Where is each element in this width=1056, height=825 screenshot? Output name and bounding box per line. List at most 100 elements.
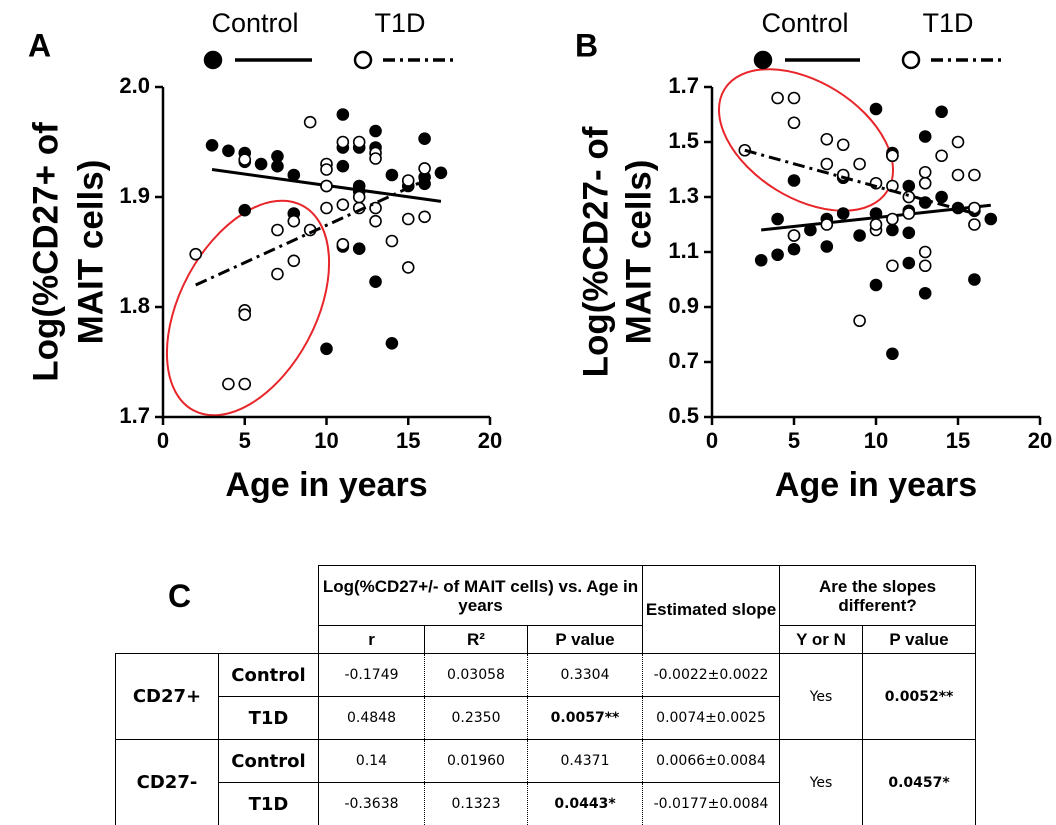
data-point — [787, 116, 801, 130]
data-point — [935, 190, 948, 204]
x-tick-label: 20 — [478, 428, 502, 453]
y-tick-label: 1.7 — [668, 73, 699, 98]
data-point — [336, 108, 350, 121]
y-axis-label: Log(%CD27+ of — [26, 122, 65, 382]
table-cell: Yes — [779, 653, 864, 740]
table-cell: 0.3304 — [526, 653, 644, 697]
table-cell: 0.0052** — [862, 653, 977, 740]
table-cell: 0.4371 — [526, 739, 644, 783]
data-point — [336, 198, 350, 211]
data-point — [336, 135, 350, 149]
y-axis-label: Log(%CD27- of — [576, 126, 615, 377]
x-tick-label: 0 — [706, 428, 718, 453]
data-point — [869, 218, 883, 231]
x-tick-label: 15 — [946, 428, 970, 453]
y-tick-label: 2.0 — [119, 73, 150, 98]
data-point — [918, 176, 932, 190]
x-tick-label: 10 — [864, 428, 888, 453]
y-tick-label: 0.7 — [668, 348, 699, 373]
data-point — [869, 278, 883, 292]
data-point — [401, 261, 415, 274]
legend-marker — [901, 50, 921, 70]
data-point — [918, 286, 932, 300]
data-point — [902, 226, 916, 240]
data-point — [352, 190, 366, 204]
y-tick-label: 0.5 — [668, 403, 699, 428]
data-point — [902, 207, 916, 220]
data-point — [787, 242, 801, 256]
table-row: T1D -0.3638 0.1323 0.0443* -0.0177±0.0084 — [116, 782, 976, 825]
legend-label: T1D — [374, 8, 425, 38]
table-row: CD27- Control 0.14 0.01960 0.4371 0.0066±0.00… — [115, 739, 977, 825]
data-point — [886, 212, 899, 226]
data-point — [418, 162, 431, 175]
y-tick-label: 0.9 — [668, 293, 699, 318]
data-point — [853, 314, 866, 328]
data-point — [336, 159, 350, 173]
data-point — [771, 248, 784, 262]
table-cell: 0.0443* — [526, 782, 644, 825]
data-point — [238, 377, 252, 391]
table-cell: Control — [218, 739, 319, 783]
data-point — [401, 174, 415, 187]
x-tick-label: 20 — [1028, 428, 1052, 453]
y-tick-label: 1.3 — [668, 183, 699, 208]
data-point — [853, 229, 866, 242]
data-point — [869, 102, 883, 116]
legend-label: Control — [761, 8, 848, 38]
data-point — [918, 130, 932, 143]
data-point — [787, 229, 801, 242]
legend-marker — [753, 50, 773, 70]
data-point — [836, 138, 850, 152]
data-point — [886, 223, 899, 237]
data-point — [287, 214, 301, 228]
header-cell: Estimated slope — [642, 565, 781, 654]
table-cell: Yes — [779, 739, 864, 825]
data-point — [271, 159, 284, 173]
data-point — [902, 256, 916, 270]
fit-line — [761, 203, 991, 232]
data-point — [320, 342, 333, 356]
x-tick-label: 5 — [239, 428, 251, 453]
data-point — [385, 336, 399, 350]
data-point — [787, 174, 801, 187]
data-point — [918, 245, 932, 259]
data-point — [968, 218, 981, 231]
table-cell: T1D — [218, 782, 319, 825]
data-point — [369, 214, 382, 228]
legend-marker — [203, 50, 223, 70]
x-tick-label: 15 — [396, 428, 420, 453]
table-cell: 0.4848 — [318, 696, 425, 740]
table-cell: -0.3638 — [318, 782, 425, 825]
y-tick-label: 1.7 — [119, 403, 150, 428]
data-point — [968, 168, 981, 182]
data-point — [968, 273, 981, 286]
data-point — [902, 179, 916, 193]
data-point — [352, 135, 366, 149]
table-cell: 0.0457* — [862, 739, 977, 825]
table-cell: -0.0022±0.0022 — [642, 653, 781, 697]
data-point — [918, 259, 932, 273]
header-cell: r — [318, 625, 425, 654]
header-cell: Log(%CD27+/- of MAIT cells) vs. Age in y… — [317, 565, 644, 626]
table-row: CD27+ Control -0.1749 0.03058 0.3304 -0.0022±… — [115, 653, 977, 740]
data-point — [271, 267, 284, 281]
data-point — [385, 234, 399, 248]
data-point — [303, 115, 317, 129]
table-cell: -0.0177±0.0084 — [642, 782, 781, 825]
table-cell: 0.2350 — [424, 696, 528, 740]
header-cell: Are the slopes different? — [779, 565, 977, 626]
data-point — [820, 218, 834, 231]
data-point — [222, 144, 235, 158]
data-point — [968, 201, 981, 215]
data-point — [902, 190, 916, 204]
data-point — [254, 157, 268, 171]
x-tick-label: 5 — [788, 428, 800, 453]
data-point — [886, 259, 899, 273]
legend-marker — [353, 50, 373, 70]
data-point — [271, 223, 284, 237]
data-point — [222, 377, 235, 391]
data-point — [787, 91, 801, 105]
